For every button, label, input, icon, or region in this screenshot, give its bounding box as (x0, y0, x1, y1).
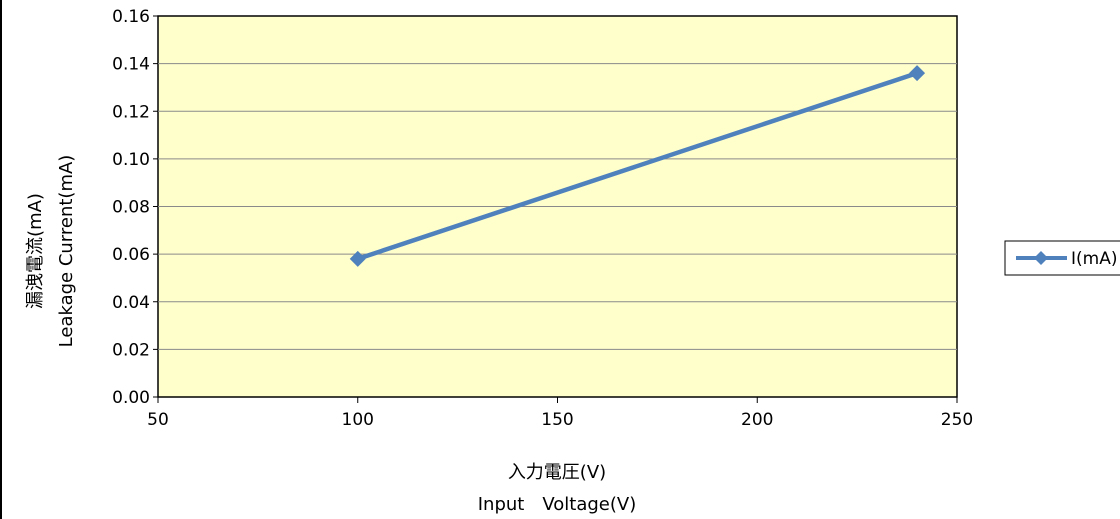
y-tick-labels: 0.00 0.02 0.04 0.06 0.08 0.10 0.12 0.14 0.16 (112, 7, 158, 408)
series-line (357, 71, 918, 262)
legend: I(mA) (1004, 240, 1120, 276)
y-tick-label: 0.10 (112, 150, 150, 170)
y-axis-title-ja: 漏洩電流(mA) (25, 193, 46, 309)
series-group (349, 65, 926, 267)
y-tick-label: 0.00 (112, 388, 150, 408)
y-axis-title-en: Leakage Current(mA) (56, 155, 77, 348)
y-tick-label: 0.06 (112, 245, 150, 265)
x-tick-label: 150 (541, 410, 573, 430)
x-tick-labels: 50 100 150 200 250 (147, 397, 973, 430)
y-tick-label: 0.14 (112, 55, 150, 75)
data-point (349, 250, 366, 267)
y-tick-label: 0.02 (112, 340, 150, 360)
y-tick-label: 0.08 (112, 198, 150, 218)
x-tick-label: 100 (342, 410, 374, 430)
x-tick-label: 250 (941, 410, 973, 430)
legend-marker-icon (1034, 251, 1048, 265)
x-tick-label: 50 (147, 410, 169, 430)
data-point (909, 65, 926, 82)
chart-left-border (0, 0, 2, 519)
x-tick-label: 200 (741, 410, 773, 430)
x-axis-title-en: Input Voltage(V) (478, 494, 636, 515)
y-tick-label: 0.04 (112, 293, 150, 313)
gridlines (158, 63, 957, 350)
x-axis-title-ja: 入力電圧(V) (508, 462, 606, 483)
legend-label: I(mA) (1071, 249, 1117, 269)
y-tick-label: 0.16 (112, 7, 150, 27)
y-tick-label: 0.12 (112, 102, 150, 122)
